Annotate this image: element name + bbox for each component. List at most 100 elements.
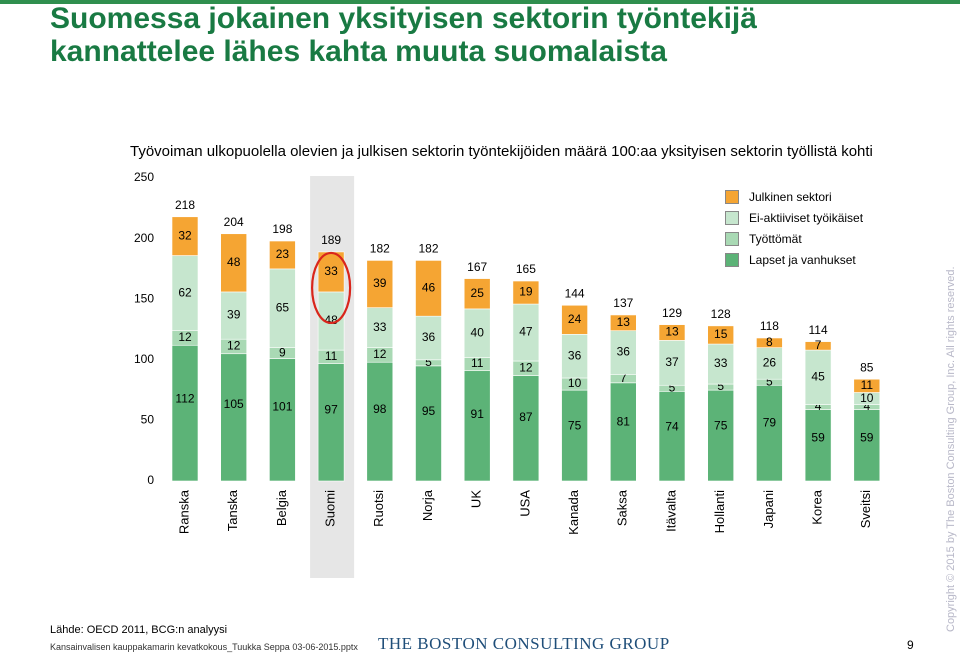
category-label: Norja — [420, 489, 435, 521]
y-tick-label: 200 — [134, 231, 154, 245]
segment-value-label: 91 — [471, 407, 485, 421]
legend-item-tyottomat: Työttömät — [725, 228, 863, 249]
category-label: Belgia — [274, 489, 289, 526]
segment-value-label: 5 — [669, 380, 676, 394]
segment-value-label: 47 — [519, 325, 533, 339]
category-label: USA — [517, 490, 532, 517]
segment-value-label: 7 — [620, 371, 627, 385]
segment-value-label: 79 — [763, 416, 777, 430]
top-accent-band — [0, 0, 960, 4]
category-label: Kanada — [566, 489, 581, 535]
bar-segment — [658, 324, 686, 341]
bar-segment — [804, 341, 832, 351]
y-tick-label: 150 — [134, 291, 154, 305]
bar-segment — [609, 330, 637, 375]
bar-total-label: 85 — [860, 360, 874, 374]
category-label: Suomi — [323, 490, 338, 527]
segment-value-label: 46 — [422, 280, 436, 294]
bar-segment — [366, 260, 394, 308]
bar-segment — [561, 334, 588, 379]
segment-value-label: 13 — [617, 315, 631, 329]
bar-segment — [756, 337, 783, 348]
bar-total-label: 128 — [711, 307, 731, 321]
bar-segment — [463, 370, 491, 482]
segment-value-label: 10 — [568, 376, 582, 390]
bar-total-label: 198 — [272, 222, 292, 236]
bar-total-label: 182 — [418, 242, 438, 256]
segment-value-label: 11 — [471, 356, 484, 370]
segment-value-label: 87 — [519, 410, 533, 424]
bar-total-label: 118 — [760, 319, 779, 333]
segment-value-label: 12 — [373, 347, 387, 361]
segment-value-label: 105 — [224, 397, 244, 411]
legend-item-lapset: Lapset ja vanhukset — [725, 249, 863, 270]
bar-segment — [658, 340, 686, 386]
bar-segment — [463, 308, 491, 358]
legend-label-julkinen: Julkinen sektori — [749, 189, 832, 204]
segment-value-label: 26 — [763, 356, 777, 370]
bar-total-label: 218 — [175, 198, 195, 212]
category-label: Japani — [761, 490, 776, 528]
bar-segment — [269, 240, 296, 270]
segment-value-label: 75 — [568, 419, 582, 433]
bar-total-label: 129 — [662, 306, 682, 320]
bar-segment — [853, 409, 881, 482]
bar-segment — [317, 291, 345, 351]
bar-segment — [658, 391, 686, 482]
legend-swatch-julkinen — [725, 189, 739, 204]
chart-subtitle: Työvoiman ulkopuolella olevien ja julkis… — [130, 143, 873, 160]
segment-value-label: 15 — [714, 327, 728, 341]
bar-segment — [853, 378, 881, 393]
bar-segment — [220, 233, 247, 293]
bar-segment — [366, 361, 394, 482]
bar-total-label: 204 — [224, 215, 244, 229]
segment-value-label: 5 — [425, 355, 432, 369]
segment-value-label: 36 — [422, 330, 436, 344]
segment-value-label: 8 — [766, 335, 773, 349]
bar-segment — [707, 389, 735, 482]
bar-segment — [269, 268, 296, 348]
legend-swatch-ei-aktiiviset — [725, 210, 739, 225]
category-label: Tanska — [225, 489, 240, 531]
segment-value-label: 36 — [617, 345, 631, 359]
bar-segment — [804, 409, 832, 482]
bar-segment — [463, 278, 491, 310]
bar-segment — [415, 365, 442, 482]
segment-value-label: 24 — [568, 312, 582, 326]
page-title: Suomessa jokainen yksityisen sektorin ty… — [50, 2, 757, 68]
y-tick-label: 50 — [141, 413, 155, 427]
footer-filename: Kansainvalisen kauppakamarin kevatkokous… — [50, 642, 358, 652]
bar-segment — [269, 358, 296, 482]
legend-item-julkinen: Julkinen sektori — [725, 186, 863, 207]
bar-segment — [561, 304, 588, 335]
copyright-notice: Copyright © 2015 by The Boston Consultin… — [945, 266, 957, 632]
segment-value-label: 4 — [815, 399, 822, 413]
legend-item-ei-aktiiviset: Ei-aktiiviset työikäiset — [725, 207, 863, 228]
bar-segment — [415, 315, 442, 361]
segment-value-label: 10 — [860, 391, 874, 405]
segment-value-label: 59 — [860, 430, 874, 444]
bar-segment — [512, 303, 540, 362]
bar-segment — [220, 353, 247, 482]
segment-value-label: 112 — [175, 392, 194, 406]
segment-value-label: 98 — [373, 402, 387, 416]
category-label: Korea — [810, 489, 825, 524]
segment-value-label: 75 — [714, 419, 728, 433]
category-label: Itävalta — [663, 489, 678, 532]
category-label: UK — [469, 490, 484, 508]
segment-value-label: 33 — [714, 356, 728, 370]
segment-value-label: 7 — [815, 338, 822, 352]
bar-total-label: 165 — [516, 262, 536, 276]
bar-total-label: 167 — [467, 260, 487, 274]
bar-segment — [171, 255, 199, 332]
bar-segment — [220, 291, 247, 340]
bar-segment — [756, 384, 783, 482]
legend-label-tyottomat: Työttömät — [749, 231, 802, 246]
bar-segment — [415, 260, 442, 317]
bar-segment — [366, 307, 394, 348]
segment-value-label: 9 — [279, 345, 286, 359]
segment-value-label: 12 — [227, 339, 241, 353]
segment-value-label: 5 — [717, 379, 724, 393]
segment-value-label: 13 — [665, 325, 679, 339]
